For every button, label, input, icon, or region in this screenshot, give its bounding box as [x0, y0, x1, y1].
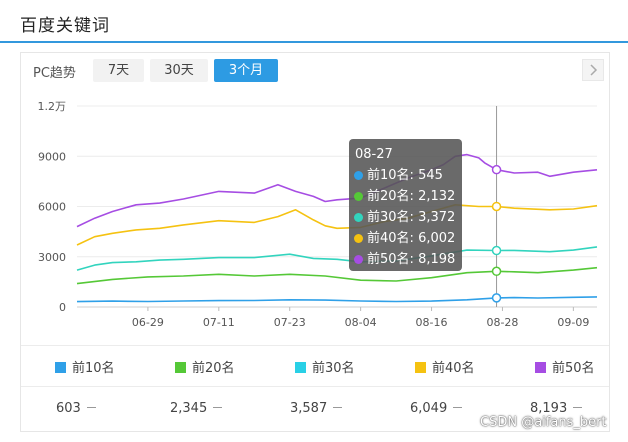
- value-text: 2,345: [170, 401, 208, 416]
- hover-point: [491, 293, 502, 303]
- legend-label: 前50名: [552, 361, 595, 376]
- chart-series: [76, 153, 598, 303]
- y-tick-label: 0: [59, 301, 66, 314]
- next-page-button[interactable]: [582, 59, 604, 81]
- watermark: CSDN @aifans_bert: [480, 415, 607, 430]
- flat-trend-icon: [213, 407, 223, 408]
- tab-3-months[interactable]: 3个月: [214, 59, 278, 82]
- dot-icon: [354, 234, 363, 243]
- tooltip-row: 前50名: 8,198: [354, 249, 462, 270]
- tooltip-series-value: 2,132: [418, 189, 456, 204]
- flat-trend-icon: [573, 407, 583, 408]
- panel-title: 百度关键词: [20, 16, 110, 36]
- series-line: [76, 246, 598, 271]
- x-tick-label: 06-29: [132, 316, 164, 329]
- tooltip-row: 前40名: 6,002: [354, 228, 462, 249]
- value-top40: 6,049: [410, 401, 463, 416]
- value-top10: 603: [56, 401, 96, 416]
- value-top50: 8,193: [530, 401, 583, 416]
- dot-icon: [354, 255, 363, 264]
- legend-swatch: [295, 362, 306, 373]
- legend-label: 前10名: [72, 361, 115, 376]
- legend-band: [21, 345, 609, 387]
- tooltip-series-name: 前40名: [367, 231, 410, 246]
- flat-trend-icon: [453, 407, 463, 408]
- legend-item-top10[interactable]: 前10名: [55, 357, 115, 376]
- legend-swatch: [55, 362, 66, 373]
- hover-point: [491, 164, 502, 175]
- tooltip-series-value: 8,198: [418, 252, 456, 267]
- legend-item-top40[interactable]: 前40名: [415, 357, 475, 376]
- series-line: [76, 204, 598, 246]
- value-text: 6,049: [410, 401, 448, 416]
- tab-30-days[interactable]: 30天: [150, 59, 208, 82]
- tooltip-series-name: 前10名: [367, 168, 410, 183]
- flat-trend-icon: [86, 407, 96, 408]
- x-tick-label: 09-09: [557, 316, 589, 329]
- legend-item-top20[interactable]: 前20名: [175, 357, 235, 376]
- legend-swatch: [535, 362, 546, 373]
- tooltip-series-name: 前30名: [367, 210, 410, 225]
- tooltip-series-value: 545: [418, 168, 443, 183]
- legend-label: 前40名: [432, 361, 475, 376]
- chart-gridlines: [77, 105, 597, 308]
- hover-point: [491, 245, 502, 256]
- tooltip-row: 前10名: 545: [354, 165, 462, 186]
- hover-point: [491, 201, 502, 212]
- value-text: 3,587: [290, 401, 328, 416]
- legend-item-top30[interactable]: 前30名: [295, 357, 355, 376]
- value-text: 8,193: [530, 401, 568, 416]
- tooltip-row: 前20名: 2,132: [354, 186, 462, 207]
- trend-card: [20, 52, 610, 432]
- value-top20: 2,345: [170, 401, 223, 416]
- chevron-right-icon: [590, 64, 598, 76]
- legend-label: 前30名: [312, 361, 355, 376]
- y-tick-label: 6000: [38, 201, 66, 214]
- x-tick-label: 07-23: [274, 316, 306, 329]
- series-line: [76, 266, 598, 285]
- x-tick-label: 08-28: [486, 316, 518, 329]
- chart-tooltip: 08-27 前10名: 545 前20名: 2,132 前30名: 3,372 …: [349, 139, 462, 271]
- dot-icon: [354, 192, 363, 201]
- tooltip-series-value: 6,002: [418, 231, 456, 246]
- legend-label: 前20名: [192, 361, 235, 376]
- tooltip-date: 08-27: [355, 147, 393, 162]
- x-tick-label: 08-04: [345, 316, 377, 329]
- series-line: [76, 153, 598, 228]
- tooltip-row: 前30名: 3,372: [354, 207, 462, 228]
- dot-icon: [354, 213, 363, 222]
- y-tick-label: 3000: [38, 251, 66, 264]
- title-divider: [0, 41, 628, 43]
- legend-item-top50[interactable]: 前50名: [535, 357, 595, 376]
- y-tick-label: 1.2万: [38, 100, 67, 113]
- dot-icon: [354, 171, 363, 180]
- y-tick-label: 9000: [38, 150, 66, 163]
- hover-point: [491, 266, 502, 277]
- chart-hover-marker: [491, 106, 502, 307]
- chart-x-axis: 06-29 07-11 07-23 08-04 08-16 08-28 09-09: [132, 307, 589, 329]
- value-text: 603: [56, 401, 81, 416]
- value-top30: 3,587: [290, 401, 343, 416]
- legend-swatch: [175, 362, 186, 373]
- chart-y-ticks: 0 3000 6000 9000 1.2万: [38, 100, 67, 314]
- trend-chart: 0 3000 6000 9000 1.2万 06-29 07-11 07-23 08-04 08…: [38, 100, 598, 329]
- flat-trend-icon: [333, 407, 343, 408]
- series-line: [76, 296, 598, 303]
- x-tick-label: 07-11: [203, 316, 235, 329]
- legend-swatch: [415, 362, 426, 373]
- tab-7-days[interactable]: 7天: [93, 59, 144, 82]
- tooltip-series-name: 前20名: [367, 189, 410, 204]
- tooltip-series-value: 3,372: [418, 210, 456, 225]
- tooltip-series-name: 前50名: [367, 252, 410, 267]
- device-label: PC趋势: [33, 66, 76, 81]
- x-tick-label: 08-16: [416, 316, 448, 329]
